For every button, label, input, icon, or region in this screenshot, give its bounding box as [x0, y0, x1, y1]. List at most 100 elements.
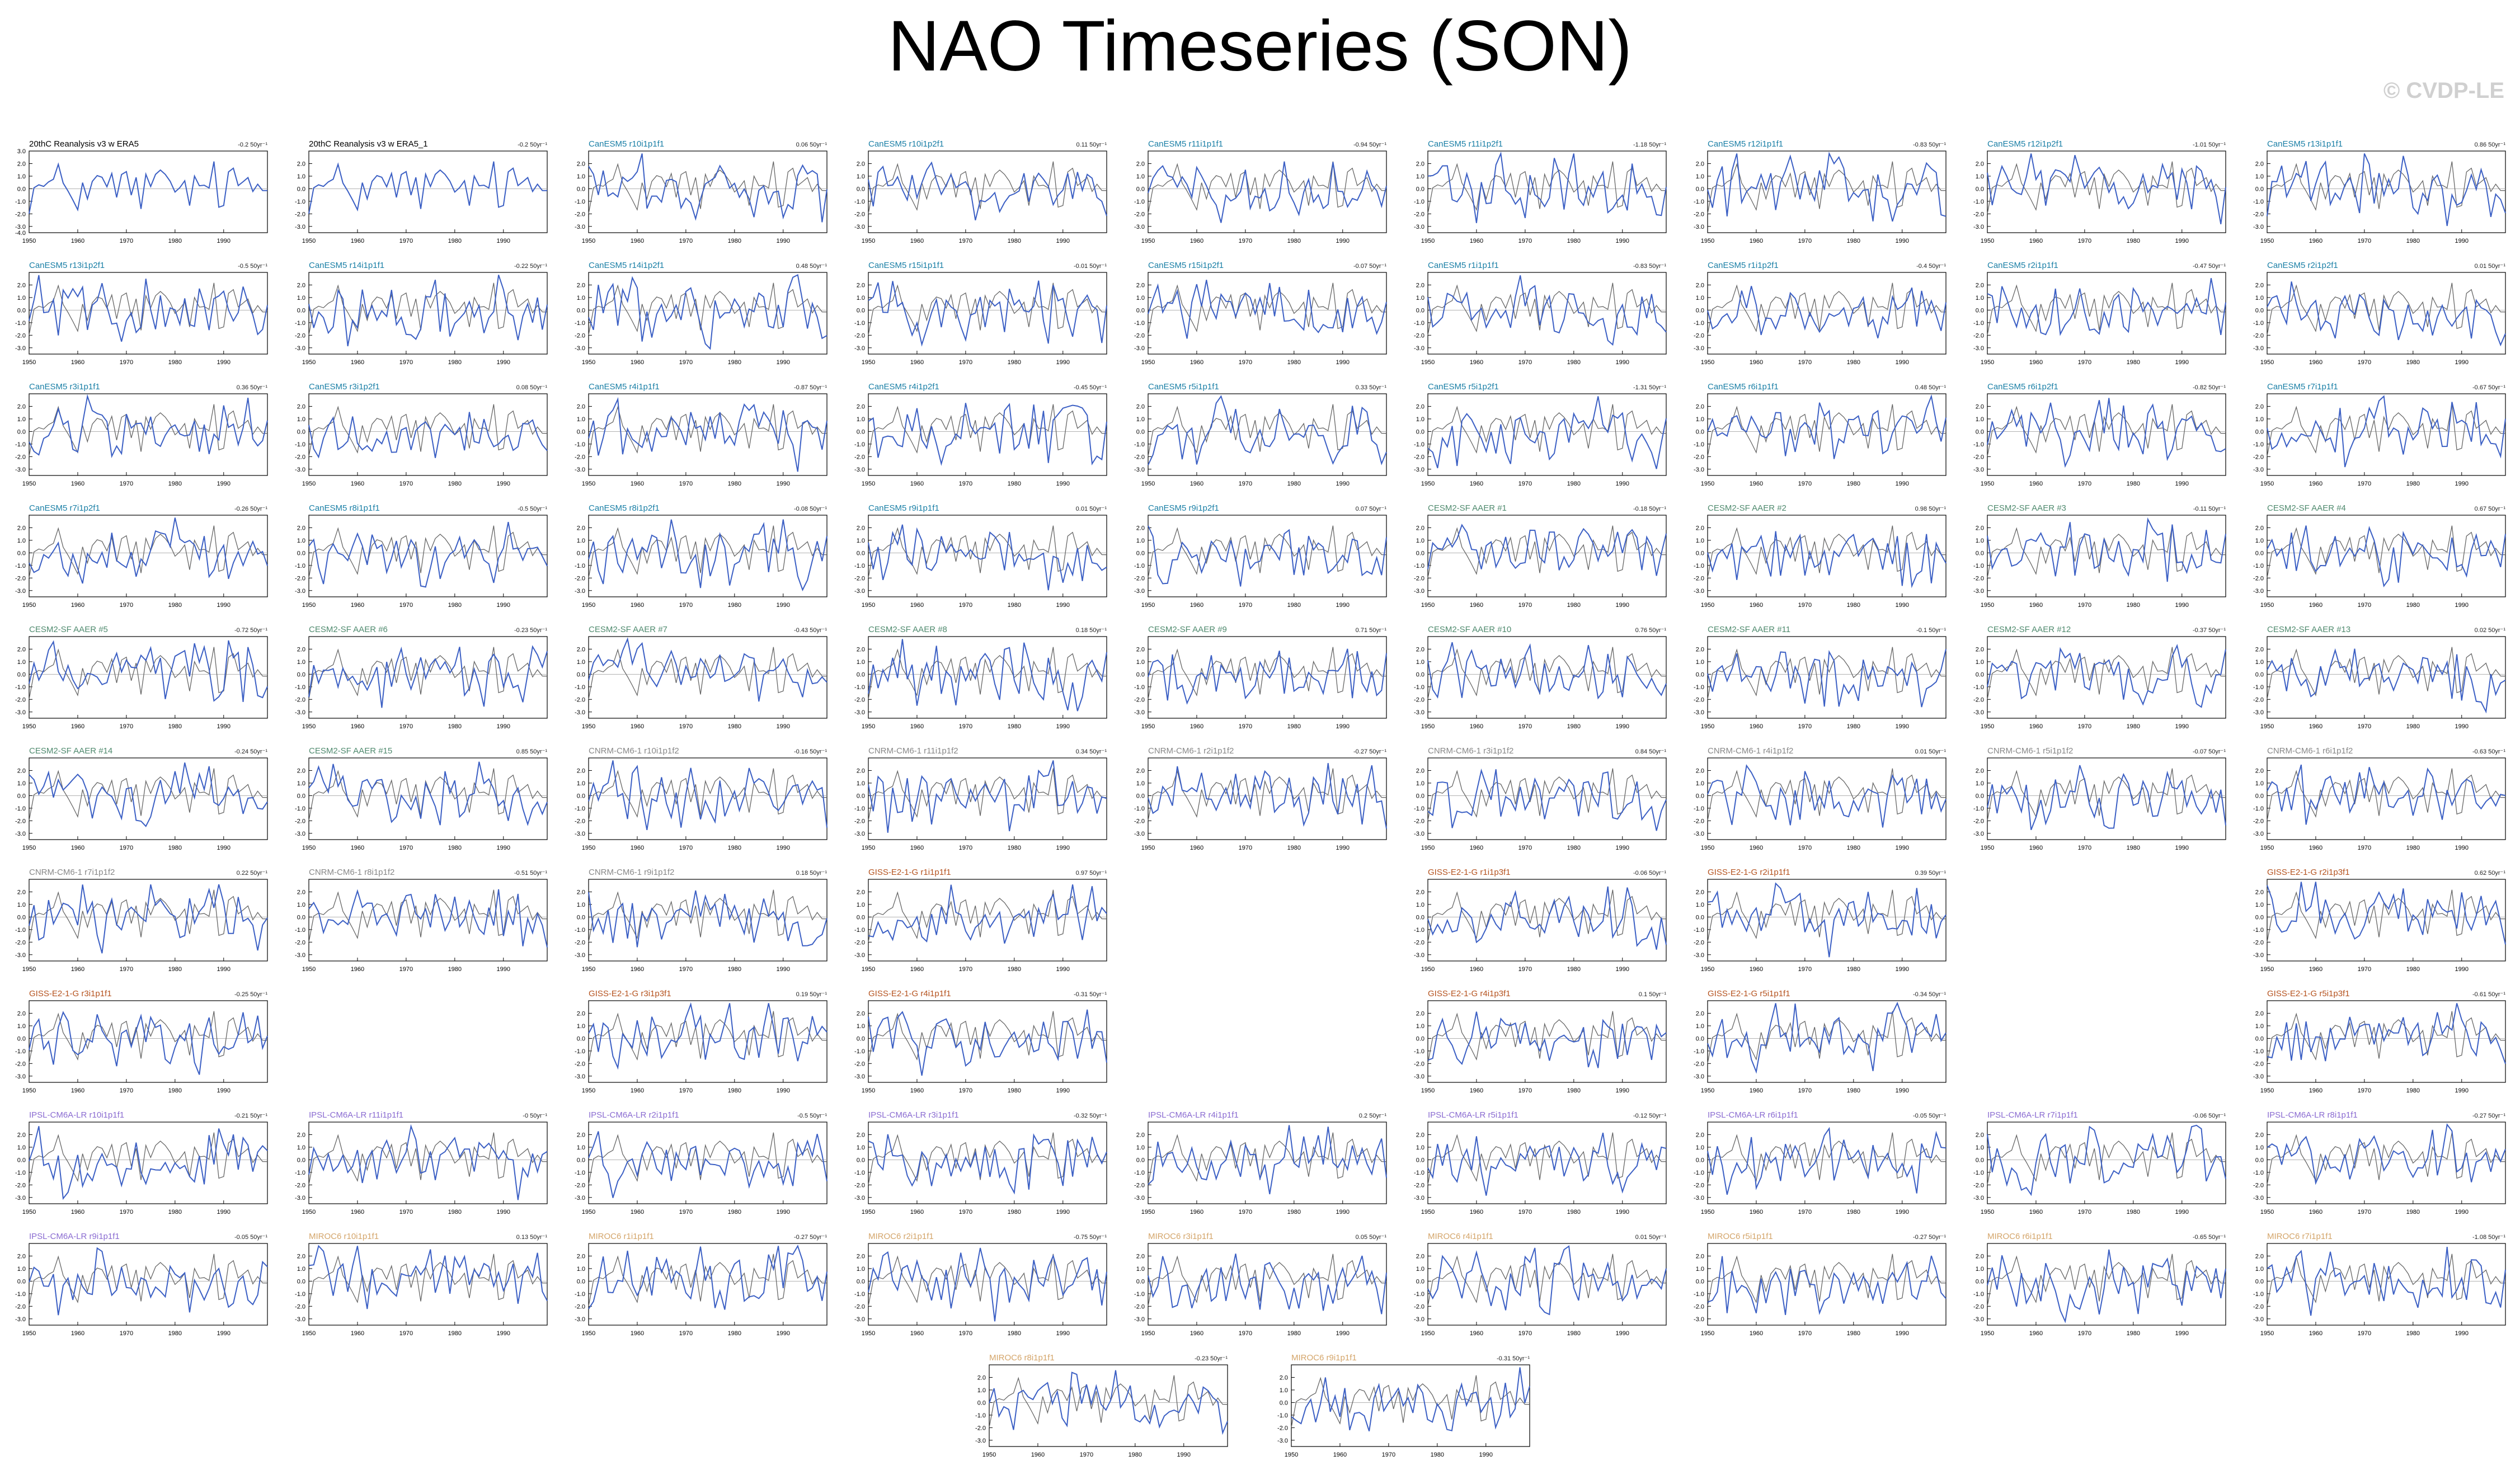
panel-frame	[1707, 1122, 1947, 1204]
x-tick-label: 1960	[71, 1087, 84, 1094]
y-tick-label: 1.0	[297, 1266, 305, 1273]
y-tick-label: -1.0	[1973, 1291, 1984, 1298]
x-tick-label: 1950	[302, 723, 316, 730]
x-tick-label: 1970	[1382, 1452, 1395, 1458]
panel-trend: -1.01 50yr⁻¹	[2193, 142, 2226, 148]
y-tick-label: -1.0	[1134, 684, 1145, 691]
x-tick-label: 1960	[71, 602, 84, 609]
y-tick-label: -3.0	[15, 709, 26, 716]
y-tick-label: -2.0	[1414, 696, 1424, 703]
y-tick-label: 2.0	[857, 767, 865, 774]
x-tick-label: 1990	[2175, 1209, 2189, 1215]
panel-label: CanESM5 r2i1p1f1	[1987, 261, 2058, 270]
x-tick-label: 1980	[728, 238, 741, 244]
y-tick-label: 0.0	[297, 1278, 305, 1285]
x-tick-label: 1990	[1056, 1330, 1070, 1337]
panel-trend: -0.12 50yr⁻¹	[1633, 1113, 1666, 1119]
x-tick-label: 1980	[728, 845, 741, 851]
y-tick-label: 2.0	[2255, 646, 2264, 653]
x-tick-label: 1950	[1141, 723, 1155, 730]
x-tick-label: 1950	[302, 480, 316, 487]
y-tick-label: 2.0	[17, 282, 26, 289]
y-tick-label: 1.0	[297, 538, 305, 544]
y-tick-label: 0.0	[1696, 186, 1704, 192]
y-tick-label: -2.0	[1134, 332, 1145, 339]
observed-series-line	[1707, 768, 1947, 821]
y-tick-label: -1.0	[1414, 927, 1424, 934]
x-tick-label: 1980	[1847, 1209, 1860, 1215]
y-tick-label: 1.0	[1976, 416, 1984, 423]
panel: GISS-E2-1-G r3i1p3f1 0.19 50yr⁻¹ 2.0 1.0 0.0…	[575, 989, 828, 1094]
member-series-line	[29, 884, 268, 954]
y-tick-label: 0.0	[1416, 793, 1424, 799]
panel-trend: -0.43 50yr⁻¹	[794, 627, 827, 634]
panel-label: CanESM5 r7i1p1f1	[2267, 382, 2338, 392]
panel: CESM2-SF AAER #5 -0.72 50yr⁻¹ 2.0 1.0 0.0 -1.…	[15, 625, 268, 730]
x-tick-label: 1960	[2309, 602, 2322, 609]
x-tick-label: 1950	[1421, 723, 1435, 730]
x-tick-label: 1970	[959, 966, 972, 973]
x-tick-label: 1950	[1981, 238, 1994, 244]
y-tick-label: 0.0	[17, 671, 26, 678]
panel-trend: -0.1 50yr⁻¹	[1916, 627, 1946, 634]
y-tick-label: -3.0	[15, 1073, 26, 1080]
x-tick-label: 1950	[862, 238, 875, 244]
y-tick-label: 0.0	[1136, 307, 1145, 314]
panel-label: IPSL-CM6A-LR r7i1p1f1	[1987, 1110, 2078, 1120]
member-series-line	[2267, 395, 2506, 468]
y-tick-label: -1.0	[1277, 1412, 1288, 1419]
panel: CanESM5 r15i1p1f1 -0.01 50yr⁻¹ 2.0 1.0 0.0 -1…	[854, 261, 1107, 366]
member-series-line	[1148, 395, 1387, 465]
panel: MIROC6 r8i1p1f1 -0.23 50yr⁻¹ 2.0 1.0 0.0 -1.0…	[975, 1353, 1228, 1458]
y-tick-label: 1.0	[1696, 416, 1704, 423]
y-tick-label: -1.0	[1414, 1291, 1424, 1298]
y-tick-label: -3.0	[575, 1316, 585, 1323]
x-tick-label: 1980	[2127, 602, 2140, 609]
x-tick-label: 1950	[1981, 1209, 1994, 1215]
x-tick-label: 1980	[1567, 1087, 1581, 1094]
y-tick-label: 2.0	[577, 1253, 585, 1260]
panel-trend: 0.84 50yr⁻¹	[1635, 748, 1667, 755]
panel-frame	[308, 150, 548, 233]
observed-series-line	[308, 768, 548, 821]
panel-trend: -0.27 50yr⁻¹	[794, 1234, 827, 1241]
observed-series-line	[2267, 889, 2506, 943]
panel: CanESM5 r11i1p1f1 -0.94 50yr⁻¹ 2.0 1.0 0.0 -1…	[1134, 139, 1387, 244]
panel-frame	[1148, 393, 1387, 476]
y-tick-label: -2.0	[975, 1425, 986, 1431]
panel-label: CESM2-SF AAER #3	[1987, 503, 2066, 513]
y-tick-label: -2.0	[2253, 1182, 2264, 1189]
panel-trend: -0.47 50yr⁻¹	[2193, 263, 2226, 270]
panel-frame	[1148, 515, 1387, 597]
y-tick-label: -1.0	[854, 684, 865, 691]
observed-series-line	[29, 768, 268, 821]
observed-series-line	[1427, 889, 1667, 943]
x-tick-label: 1990	[1056, 602, 1070, 609]
x-tick-label: 1990	[497, 1209, 510, 1215]
observed-series-line	[868, 768, 1107, 821]
x-tick-label: 1950	[22, 359, 36, 366]
panel: GISS-E2-1-G r5i1p3f1 -0.61 50yr⁻¹ 2.0 1.0 0.…	[2253, 989, 2506, 1094]
x-tick-label: 1980	[728, 359, 741, 366]
panel: CNRM-CM6-1 r3i1p1f2 0.84 50yr⁻¹ 2.0 1.0 0.0 -…	[1414, 746, 1667, 851]
panel-label: IPSL-CM6A-LR r9i1p1f1	[29, 1232, 120, 1241]
x-tick-label: 1980	[168, 1209, 182, 1215]
x-tick-label: 1970	[959, 1330, 972, 1337]
y-tick-label: -2.0	[854, 1182, 865, 1189]
y-tick-label: -2.0	[575, 575, 585, 582]
y-tick-label: 0.0	[1696, 428, 1704, 435]
x-tick-label: 1980	[1287, 602, 1301, 609]
x-tick-label: 1950	[1141, 1330, 1155, 1337]
x-tick-label: 1980	[168, 966, 182, 973]
y-tick-label: 2.0	[577, 525, 585, 531]
y-tick-label: 2.0	[1976, 525, 1984, 531]
y-tick-label: 1.0	[1696, 659, 1704, 666]
y-tick-label: 2.0	[1976, 1253, 1984, 1260]
panel-trend: -1.18 50yr⁻¹	[1633, 142, 1666, 148]
panel-label: CNRM-CM6-1 r9i1p1f2	[589, 868, 674, 877]
x-tick-label: 1950	[862, 723, 875, 730]
y-tick-label: 2.0	[1696, 282, 1704, 289]
y-tick-label: -1.0	[854, 199, 865, 205]
x-tick-label: 1980	[2406, 723, 2420, 730]
y-tick-label: -3.0	[295, 467, 305, 473]
